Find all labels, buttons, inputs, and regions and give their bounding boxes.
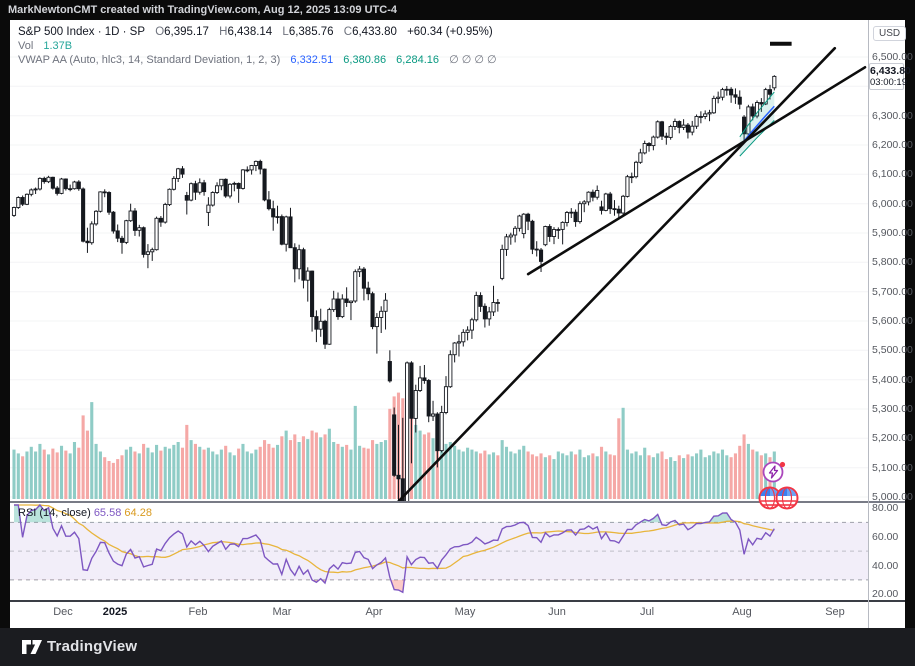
lightning-icon (762, 461, 786, 483)
rsi-value: 65.58 (93, 507, 122, 519)
rsi-tick: 20.00 (872, 588, 899, 600)
rsi-legend[interactable]: RSI (14, close) 65.58 64.28 (18, 507, 152, 519)
price-tick: 5,700.00 (872, 286, 913, 298)
trendlines[interactable] (397, 41, 867, 501)
volume-value: 1.37B (43, 40, 73, 52)
price-axis-border (868, 20, 869, 628)
time-tick-may: May (454, 606, 476, 618)
currency-label[interactable]: USD (873, 26, 907, 41)
time-tick-jul: Jul (639, 606, 655, 618)
price-tick: 5,000.00 (872, 491, 913, 503)
rsi-pane[interactable] (10, 503, 868, 600)
price-tick: 6,200.00 (872, 139, 913, 151)
lightning-stamp (761, 460, 787, 489)
vwap-value-1: 6,332.51 (290, 54, 334, 66)
time-tick-aug: Aug (732, 606, 752, 618)
price-tick: 5,800.00 (872, 256, 913, 268)
rsi-tick: 60.00 (872, 531, 899, 543)
price-tick: 5,300.00 (872, 403, 913, 415)
symbol-title: S&P 500 Index · 1D · SP (18, 26, 145, 38)
attribution-bar: MarkNewtonCMT created with TradingView.c… (0, 0, 915, 20)
volume-row[interactable]: Vol 1.37B (18, 39, 497, 53)
bar-countdown: 03:00:19 (870, 77, 907, 88)
rsi-oversold-fill (312, 579, 405, 593)
rsi-ma-line (14, 504, 775, 574)
time-axis-border (10, 600, 905, 602)
globes-stamp (756, 485, 802, 517)
price-tick: 6,300.00 (872, 110, 913, 122)
ohlc-open-label: O (155, 26, 165, 38)
volume-label: Vol (18, 40, 34, 52)
attribution-text: MarkNewtonCMT created with TradingView.c… (8, 4, 397, 16)
ohlc-high-value: 6,438.14 (227, 26, 273, 38)
rsi-ma-value: 64.28 (124, 507, 152, 519)
time-tick-feb: Feb (188, 606, 208, 618)
candles (11, 75, 777, 501)
legend: S&P 500 Index · 1D · SP O6,395.17 H6,438… (18, 25, 497, 67)
time-tick-apr: Apr (365, 606, 383, 618)
ohlc-low-value: 6,385.76 (288, 26, 334, 38)
footer-bar: TradingView (0, 628, 915, 666)
ohlc-low-label: L (282, 26, 289, 38)
vwap-label: VWAP AA (Auto, hlc3, 14, Standard Deviat… (18, 54, 281, 66)
time-tick-dec: Dec (53, 606, 73, 618)
price-tick: 5,500.00 (872, 344, 913, 356)
time-tick-mar: Mar (272, 606, 292, 618)
rsi-tick: 40.00 (872, 560, 899, 572)
symbol-row[interactable]: S&P 500 Index · 1D · SP O6,395.17 H6,438… (18, 25, 497, 39)
vwap-value-3: 6,284.16 (396, 54, 439, 66)
ohlc-high-label: H (219, 26, 228, 38)
vwap-value-2: 6,380.86 (343, 54, 387, 66)
price-tick: 5,400.00 (872, 374, 913, 386)
pane-divider[interactable] (10, 501, 905, 503)
rsi-line (14, 503, 775, 594)
rsi-label: RSI (14, close) (18, 507, 91, 519)
rsi-tick: 80.00 (872, 502, 899, 514)
ohlc-close-label: C (343, 26, 353, 38)
price-tick: 5,100.00 (872, 462, 913, 474)
change-value: +60.34 (+0.95%) (407, 26, 493, 38)
price-tick: 5,200.00 (872, 432, 913, 444)
price-tick: 6,100.00 (872, 168, 913, 180)
time-tick-sep: Sep (825, 606, 845, 618)
price-tick: 5,600.00 (872, 315, 913, 327)
last-price-value: 6,433.80 (870, 65, 911, 77)
price-tick: 5,900.00 (872, 227, 913, 239)
volume-bars (12, 392, 776, 500)
ohlc-open-value: 6,395.17 (164, 26, 209, 38)
vwap-row[interactable]: VWAP AA (Auto, hlc3, 14, Standard Deviat… (18, 53, 497, 67)
last-price-label: 6,433.80 03:00:19 (869, 63, 911, 90)
tradingview-logo-icon[interactable] (21, 637, 43, 657)
ohlc-close-value: 6,433.80 (352, 26, 397, 38)
vwap-empty-values: ∅ ∅ ∅ ∅ (449, 54, 497, 66)
price-tick: 6,000.00 (872, 198, 913, 210)
time-tick-jun: Jun (548, 606, 566, 618)
globes-icon (758, 486, 799, 510)
time-tick-2025: 2025 (102, 606, 128, 618)
price-pane[interactable] (10, 22, 868, 501)
tradingview-brand-text[interactable]: TradingView (47, 638, 138, 655)
price-tick: 6,500.00 (872, 51, 913, 63)
